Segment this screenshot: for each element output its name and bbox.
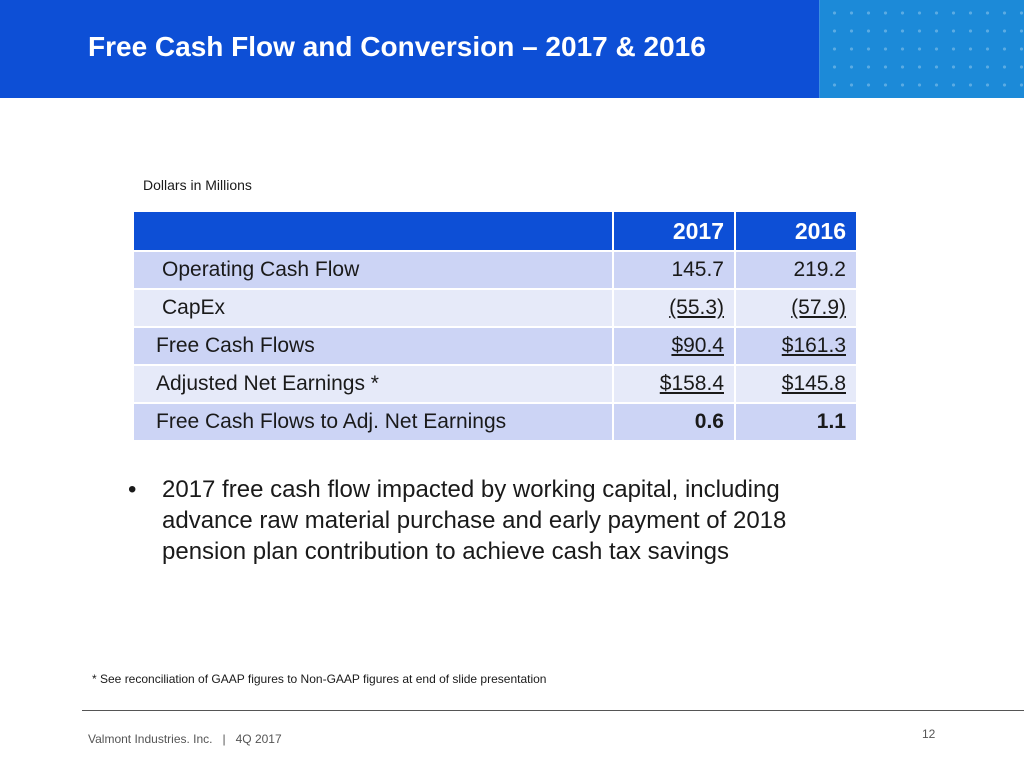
table-row: Free Cash Flows $90.4 $161.3: [132, 326, 858, 366]
row-label: Adjusted Net Earnings *: [132, 364, 614, 404]
bullet-marker: •: [128, 476, 137, 503]
value-2017: 145.7: [612, 250, 736, 290]
value-2017: $158.4: [659, 372, 724, 395]
dot-pattern-decoration: [819, 0, 1024, 98]
table-row: Free Cash Flows to Adj. Net Earnings 0.6…: [132, 402, 858, 442]
row-label: Free Cash Flows to Adj. Net Earnings: [132, 402, 614, 442]
units-note: Dollars in Millions: [143, 177, 252, 193]
bullet-point: • 2017 free cash flow impacted by workin…: [128, 474, 848, 567]
header-bar: Free Cash Flow and Conversion – 2017 & 2…: [0, 0, 1024, 98]
footer-divider: [82, 710, 1024, 711]
row-label: Operating Cash Flow: [132, 250, 614, 290]
value-2017: 0.6: [612, 402, 736, 442]
table-row: Operating Cash Flow 145.7 219.2: [132, 250, 858, 290]
value-2017: $90.4: [671, 334, 724, 357]
row-label: CapEx: [132, 288, 614, 328]
table-row: Adjusted Net Earnings * $158.4 $145.8: [132, 364, 858, 404]
bullet-text: 2017 free cash flow impacted by working …: [162, 476, 787, 565]
value-2016: (57.9): [791, 296, 846, 319]
footer-company: Valmont Industries. Inc. | 4Q 2017: [88, 732, 282, 746]
value-2016: 219.2: [734, 250, 858, 290]
slide-title: Free Cash Flow and Conversion – 2017 & 2…: [88, 31, 706, 62]
column-header-2016: 2016: [734, 210, 858, 252]
row-label: Free Cash Flows: [132, 326, 614, 366]
value-2016: $145.8: [781, 372, 846, 395]
table-row: CapEx (55.3) (57.9): [132, 288, 858, 328]
column-header-2017: 2017: [612, 210, 736, 252]
cash-flow-table: 2017 2016 Operating Cash Flow 145.7 219.…: [132, 210, 858, 442]
value-2016: $161.3: [781, 334, 846, 357]
header-label-cell: [132, 210, 614, 252]
page-number: 12: [922, 727, 936, 741]
value-2017: (55.3): [669, 296, 724, 319]
footnote: * See reconciliation of GAAP figures to …: [92, 672, 547, 686]
table-header-row: 2017 2016: [132, 210, 858, 252]
value-2016: 1.1: [734, 402, 858, 442]
